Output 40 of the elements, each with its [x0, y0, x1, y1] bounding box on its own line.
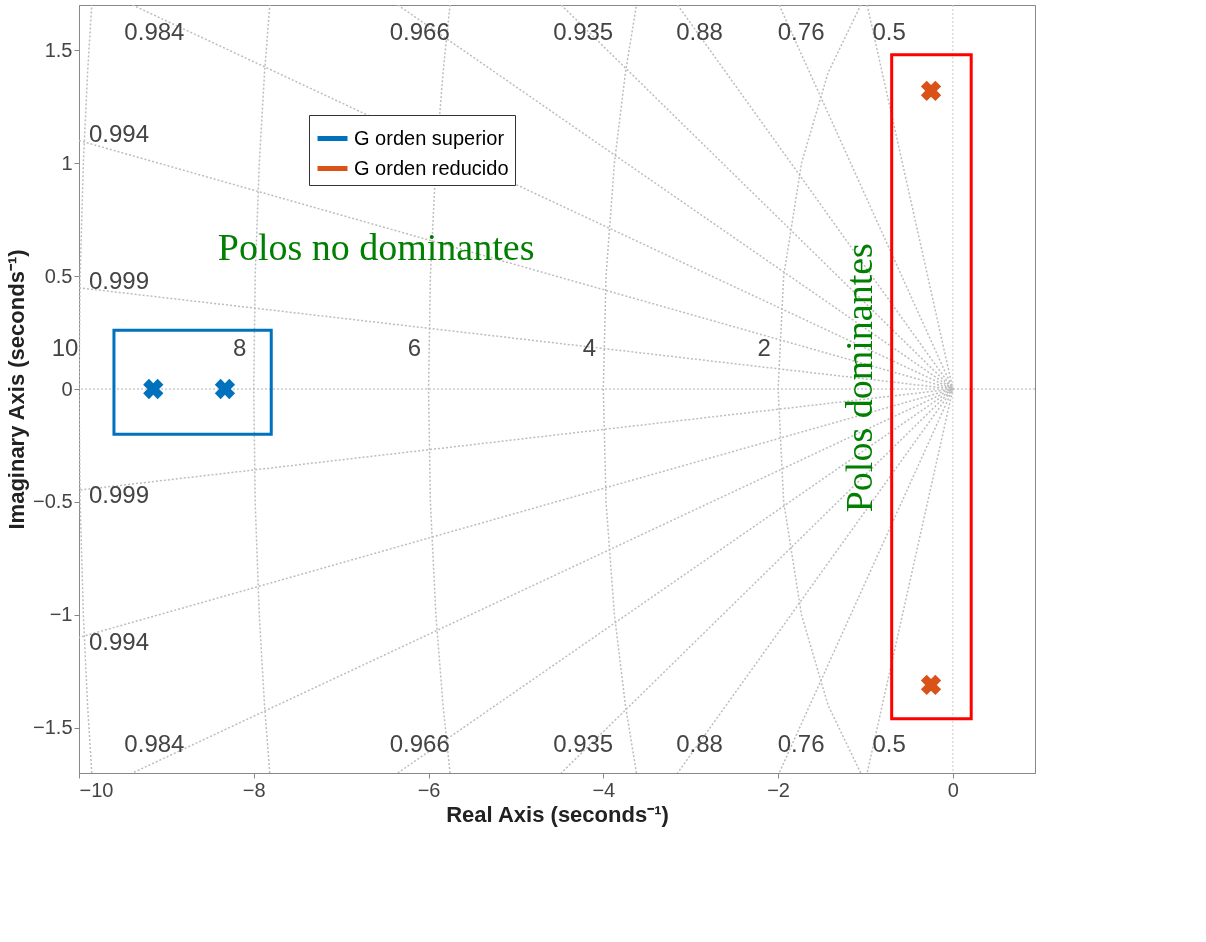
annotation: 0.76	[777, 18, 825, 45]
annotation: 2	[757, 334, 771, 361]
x-tick-label: −8	[242, 778, 266, 801]
y-tick-label: 1	[61, 151, 73, 174]
annotation: 0.935	[553, 730, 614, 757]
legend-label: G orden superior	[354, 126, 505, 149]
x-tick-label: −2	[767, 778, 790, 801]
annotation: 0.935	[553, 18, 614, 45]
annotation: Polos no dominantes	[217, 225, 535, 268]
legend-label: G orden reducido	[354, 156, 509, 179]
annotation: 0.994	[88, 119, 150, 147]
annotation: 0.966	[389, 18, 450, 45]
y-tick-label: −1	[49, 603, 73, 626]
annotation: 0.88	[676, 730, 723, 757]
annotation: 4	[582, 334, 596, 361]
annotation: 0.5	[872, 730, 906, 757]
y-tick-label: 0.5	[44, 264, 73, 287]
annotation: 0.984	[124, 18, 185, 45]
annotation: 0.76	[777, 730, 825, 757]
annotation: 0.966	[389, 730, 450, 757]
annotation: 6	[407, 334, 422, 361]
y-tick-label: −0.5	[33, 490, 73, 513]
y-axis-title: Imaginary Axis (seconds⁻¹)	[4, 249, 30, 530]
x-tick-label: −6	[417, 778, 441, 801]
y-tick-label: 1.5	[44, 38, 73, 61]
x-axis-title: Real Axis (seconds⁻¹)	[446, 801, 669, 827]
annotation: 10	[51, 334, 79, 361]
annotation: 0.984	[124, 730, 185, 757]
annotation: 0.994	[88, 628, 150, 656]
y-tick-label: 0	[61, 377, 73, 400]
annotation: 8	[233, 334, 247, 361]
x-tick-label: 0	[947, 778, 959, 801]
annotation: 0.5	[872, 18, 906, 45]
annotation: 0.88	[676, 18, 723, 45]
annotation: 0.999	[88, 481, 150, 509]
y-tick-label: −1.5	[33, 716, 73, 739]
x-tick-label: −4	[592, 778, 616, 801]
x-tick-label: −10	[79, 778, 114, 801]
annotation: Polos dominantes	[838, 243, 881, 513]
annotation: 0.999	[88, 266, 150, 294]
